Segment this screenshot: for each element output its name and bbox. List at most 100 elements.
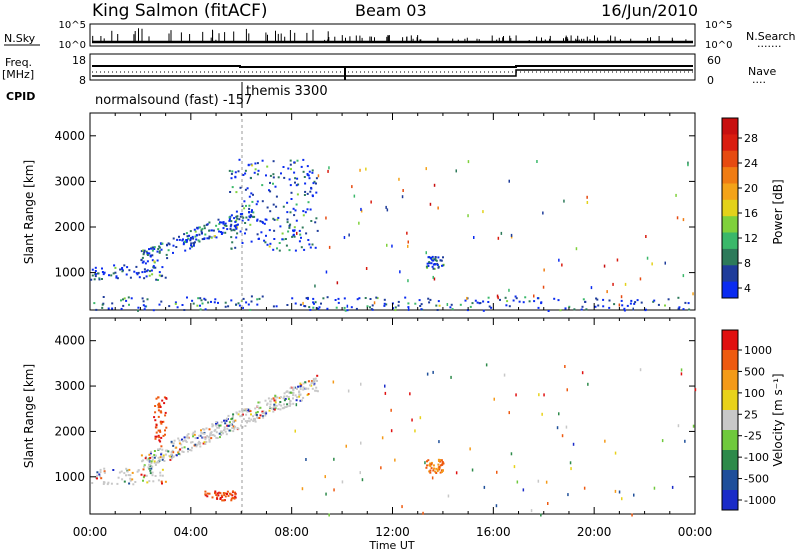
scatter-cell bbox=[123, 297, 126, 300]
nave-line bbox=[92, 69, 693, 77]
scatter-cell bbox=[222, 221, 225, 224]
scatter-cell bbox=[153, 450, 156, 452]
scatter-cell bbox=[429, 471, 432, 474]
scatter-cell bbox=[391, 244, 393, 248]
scatter-cell bbox=[667, 298, 670, 301]
scatter-cell bbox=[299, 303, 302, 306]
scatter-cell bbox=[118, 471, 121, 474]
scatter-cell bbox=[282, 238, 285, 241]
scatter-cell bbox=[128, 482, 131, 485]
scatter-cell bbox=[305, 297, 308, 300]
scatter-cell bbox=[493, 397, 495, 401]
scatter-cell bbox=[102, 483, 105, 485]
scatter-cell bbox=[111, 307, 114, 310]
scatter-cell bbox=[337, 301, 340, 304]
scatter-cell bbox=[566, 388, 568, 392]
scatter-cell bbox=[218, 222, 221, 225]
scatter-cell bbox=[432, 259, 435, 262]
scatter-cell bbox=[128, 468, 131, 471]
scatter-cell bbox=[355, 307, 358, 310]
scatter-cell bbox=[217, 423, 220, 426]
scatter-cell bbox=[434, 256, 437, 258]
scatter-cell bbox=[245, 216, 248, 219]
scatter-cell bbox=[175, 446, 178, 449]
scatter-cell bbox=[253, 417, 256, 420]
scatter-cell bbox=[193, 241, 196, 244]
scatter-cell bbox=[231, 494, 234, 497]
scatter-cell bbox=[595, 297, 598, 300]
scatter-cell bbox=[428, 261, 431, 264]
scatter-cell bbox=[687, 302, 690, 305]
scatter-cell bbox=[181, 304, 184, 306]
scatter-cell bbox=[278, 403, 281, 406]
scatter-cell bbox=[98, 473, 101, 476]
scatter-cell bbox=[120, 307, 123, 310]
scatter-cell bbox=[439, 471, 442, 474]
scatter-cell bbox=[209, 434, 212, 437]
scatter-cell bbox=[266, 206, 269, 209]
scatter-cell bbox=[112, 272, 115, 275]
scatter-cell bbox=[292, 394, 295, 397]
scatter-cell bbox=[205, 223, 208, 226]
velocity-panel: 1000 2000 3000 4000 bbox=[54, 317, 697, 517]
scatter-cell bbox=[311, 387, 314, 390]
scatter-cell bbox=[196, 437, 199, 439]
scatter-cell bbox=[608, 306, 611, 309]
scatter-cell bbox=[234, 246, 237, 249]
scatter-cell bbox=[438, 468, 441, 471]
scatter-cell bbox=[337, 297, 340, 300]
scatter-cell bbox=[232, 497, 235, 499]
scatter-cell bbox=[254, 413, 257, 416]
scatter-cell bbox=[301, 226, 304, 229]
scatter-cell bbox=[646, 256, 649, 260]
scatter-cell bbox=[312, 297, 315, 300]
scatter-cell bbox=[269, 242, 272, 245]
scatter-cell bbox=[320, 302, 322, 305]
scatter-cell bbox=[424, 461, 426, 465]
scatter-cell bbox=[184, 249, 187, 252]
scatter-cell bbox=[496, 294, 499, 298]
scatter-cell bbox=[177, 450, 180, 453]
scatter-cell bbox=[255, 413, 258, 416]
colorbar-tick-label: 100 bbox=[744, 387, 765, 400]
scatter-cell bbox=[200, 299, 203, 302]
scatter-cell bbox=[236, 215, 239, 218]
scatter-cell bbox=[161, 448, 164, 451]
scatter-cell bbox=[677, 307, 680, 310]
scatter-cell bbox=[189, 449, 191, 451]
scatter-cell bbox=[126, 470, 129, 473]
scatter-cell bbox=[246, 420, 249, 422]
scatter-cell bbox=[645, 235, 647, 238]
scatter-cell bbox=[306, 208, 309, 211]
scatter-cell bbox=[239, 215, 242, 218]
scatter-cell bbox=[300, 165, 303, 168]
scatter-cell bbox=[397, 304, 400, 307]
scatter-cell bbox=[140, 259, 143, 262]
scatter-cell bbox=[629, 302, 632, 305]
scatter-cell bbox=[425, 167, 427, 171]
nsky-tick-top: 10^5 bbox=[59, 20, 86, 31]
scatter-cell bbox=[513, 465, 516, 469]
scatter-cell bbox=[273, 238, 276, 240]
scatter-cell bbox=[430, 461, 433, 464]
scatter-cell bbox=[192, 435, 195, 438]
scatter-cell bbox=[326, 307, 329, 310]
scatter-cell bbox=[675, 193, 677, 197]
scatter-cell bbox=[163, 396, 166, 399]
x-tick-label: 04:00 bbox=[174, 525, 209, 539]
scatter-cell bbox=[234, 419, 237, 422]
scatter-cell bbox=[273, 408, 276, 411]
scatter-cell bbox=[497, 296, 499, 300]
scatter-cell bbox=[207, 301, 210, 304]
scatter-cell bbox=[192, 302, 195, 305]
scatter-cell bbox=[275, 205, 278, 208]
scatter-cell bbox=[227, 305, 230, 308]
scatter-cell bbox=[360, 209, 363, 213]
scatter-cell bbox=[268, 409, 271, 412]
scatter-cell bbox=[285, 406, 288, 408]
scatter-cell bbox=[142, 253, 145, 256]
scatter-cell bbox=[304, 305, 307, 308]
scatter-cell bbox=[274, 401, 277, 404]
scatter-cell bbox=[265, 412, 268, 415]
scatter-cell bbox=[210, 431, 213, 434]
